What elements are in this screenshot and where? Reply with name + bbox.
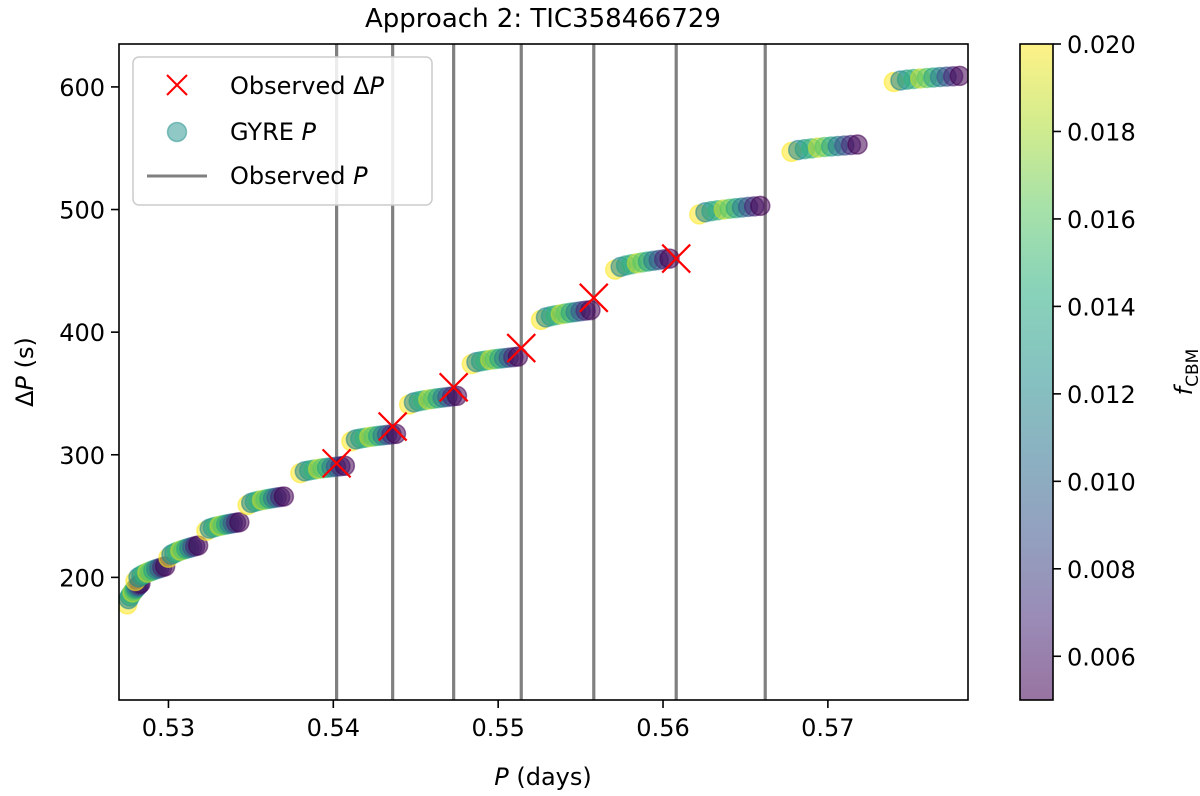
y-axis-label: ΔP (s) [11,337,39,407]
gyre-point [385,423,407,445]
observed-dp-marker [506,333,537,363]
observed-dp-marker [377,411,408,442]
y-tick-label: 400 [59,319,105,347]
colorbar-label: fCBM [1170,349,1200,396]
x-tick-label: 0.56 [636,714,689,742]
plot-frame [118,43,969,701]
y-axis-ticks: 200 300 400 500 600 [59,74,119,592]
colorbar: 0.006 0.008 0.010 0.012 0.014 0.016 0.018 0.020… [1019,31,1200,701]
gyre-point [446,385,468,407]
colorbar-tick-label: 0.010 [1067,468,1136,496]
legend-label-gyre-p: GYRE [230,118,302,146]
legend-box [132,56,433,206]
gyre-point [507,346,529,367]
svg-text:GYRE P: GYRE P [230,118,317,146]
y-tick-label: 500 [59,197,105,225]
legend-label-observed-dp: Observed Δ [230,72,370,100]
gyre-point [273,486,295,507]
y-tick-label: 600 [59,74,105,102]
x-axis-label: P (days) [494,763,592,791]
circle-marker-icon [166,121,188,143]
x-tick-label: 0.53 [142,714,195,742]
x-axis-ticks: 0.53 0.54 0.55 0.56 0.57 [142,700,855,742]
svg-text:Observed P: Observed P [230,162,368,190]
colorbar-tick-label: 0.016 [1067,206,1136,234]
gyre-point [229,511,250,533]
gyre-point [949,65,968,87]
colorbar-tick-label: 0.006 [1067,643,1136,671]
colorbar-tick-label: 0.020 [1067,31,1136,59]
legend: Observed ΔP GYRE P Observed P [132,56,433,206]
legend-entry-observed-dp: Observed ΔP [166,72,385,100]
y-tick-label: 200 [59,564,105,592]
observed-dp-markers [321,243,691,479]
x-tick-label: 0.54 [307,714,360,742]
observed-dp-marker [321,448,352,479]
gyre-point [659,248,680,269]
observed-dp-marker [438,372,469,403]
x-tick-label: 0.55 [471,714,524,742]
colorbar-tick-label: 0.018 [1067,118,1136,146]
observed-dp-marker [579,283,609,313]
gyre-point [580,299,601,321]
colorbar-tick-label: 0.014 [1067,293,1136,321]
colorbar-tick-label: 0.012 [1067,381,1136,409]
chart-title: Approach 2: TIC358466729 [365,4,721,34]
gyre-period-points [119,65,968,615]
y-tick-label: 300 [59,442,105,470]
gyre-point [847,134,868,155]
colorbar-frame [1019,43,1054,701]
legend-label-observed-p: Observed [230,162,353,190]
colorbar-ticks: 0.006 0.008 0.010 0.012 0.014 0.016 0.018 0.020 [1053,31,1136,671]
colorbar-gradient [1020,44,1053,700]
colorbar-tick-label: 0.008 [1067,556,1136,584]
legend-entry-observed-p: Observed P [147,162,368,190]
observed-dp-marker [661,243,691,274]
gyre-point [750,195,771,217]
svg-text:Observed ΔP: Observed ΔP [230,72,385,100]
x-tick-label: 0.57 [801,714,854,742]
x-marker-icon [166,74,188,96]
legend-entry-gyre-p: GYRE P [166,118,317,146]
